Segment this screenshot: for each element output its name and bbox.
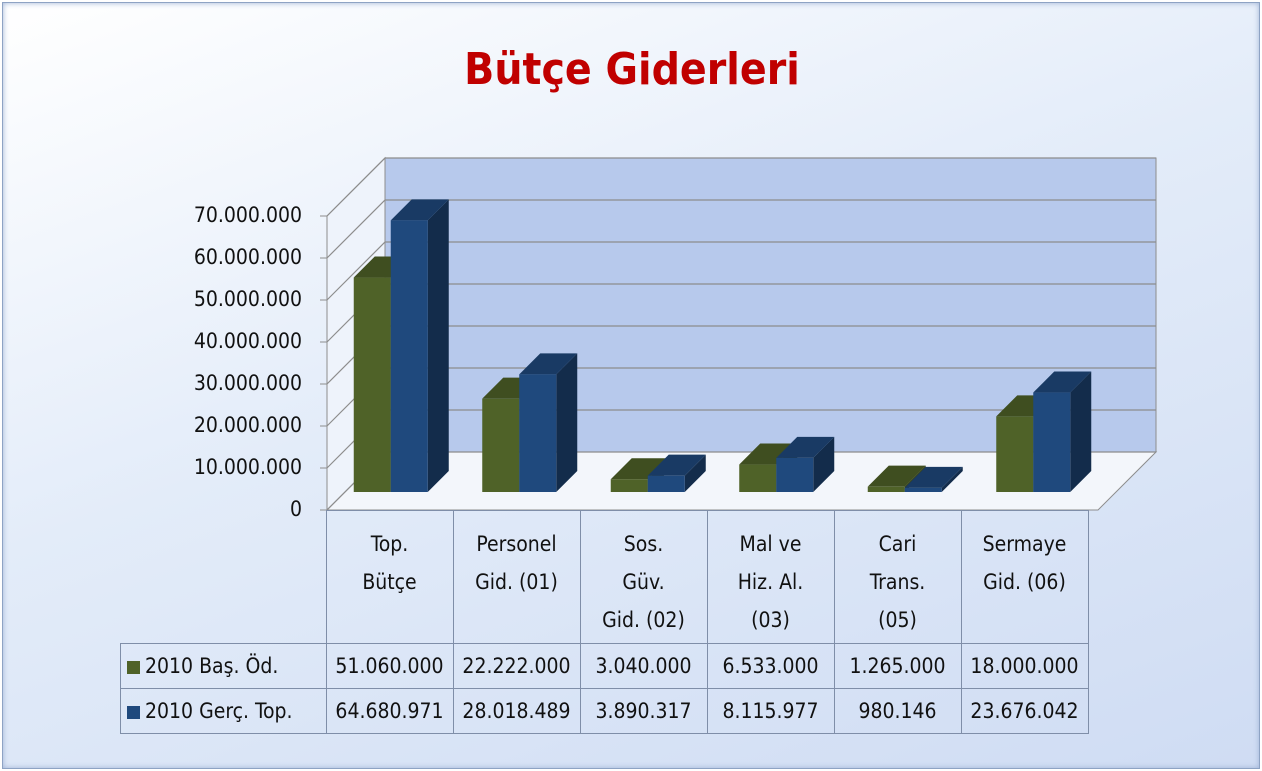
category-label: Personel Gid. (01) bbox=[452, 510, 581, 644]
series-row: 2010 Baş. Öd. 51.060.000 22.222.000 3.040.0… bbox=[120, 643, 1089, 689]
grid-line bbox=[326, 157, 1156, 217]
bar-group bbox=[1033, 371, 1092, 492]
value-label: 6.533.000 bbox=[706, 643, 835, 689]
bar-top bbox=[867, 465, 926, 487]
bar bbox=[904, 487, 942, 492]
bar-side bbox=[556, 353, 578, 492]
y-tick-label: 20.000.000 bbox=[194, 413, 302, 437]
legend-cell: 2010 Baş. Öd. bbox=[120, 643, 327, 689]
data-table: Top. Bütçe Personel Gid. (01) Sos. Güv. Gi… bbox=[120, 510, 1089, 734]
value-label: 64.680.971 bbox=[325, 688, 454, 734]
bar bbox=[482, 398, 520, 492]
bar bbox=[610, 479, 648, 492]
legend-label: 2010 Baş. Öd. bbox=[145, 654, 279, 678]
value-label: 18.000.000 bbox=[960, 643, 1089, 689]
y-tick-label: 60.000.000 bbox=[194, 245, 302, 269]
grid-line bbox=[326, 199, 1156, 259]
y-tick-label: 70.000.000 bbox=[194, 203, 302, 227]
bar bbox=[647, 475, 685, 492]
bar-top bbox=[739, 443, 798, 465]
y-tick-label: 10.000.000 bbox=[194, 455, 302, 479]
grid-line bbox=[326, 241, 1156, 301]
corner-cell bbox=[120, 510, 327, 644]
bar bbox=[867, 486, 905, 492]
y-tick-label: 30.000.000 bbox=[194, 371, 302, 395]
value-label: 3.890.317 bbox=[579, 688, 708, 734]
bar-group bbox=[647, 454, 706, 492]
bar bbox=[390, 220, 428, 493]
legend-cell: 2010 Gerç. Top. bbox=[120, 688, 327, 734]
bar-group bbox=[519, 353, 578, 492]
bar-side bbox=[684, 454, 706, 492]
bar bbox=[776, 457, 814, 492]
bar-side bbox=[941, 466, 963, 492]
y-tick-label: 50.000.000 bbox=[194, 287, 302, 311]
category-label: Top. Bütçe bbox=[325, 510, 454, 644]
bar-group bbox=[776, 436, 835, 492]
bar-top bbox=[610, 458, 669, 480]
chart-title: Bütçe Giderleri bbox=[464, 44, 800, 95]
value-label: 23.676.042 bbox=[960, 688, 1089, 734]
bar bbox=[1033, 392, 1071, 492]
value-label: 980.146 bbox=[833, 688, 962, 734]
bar bbox=[739, 464, 777, 492]
category-label: Sos. Güv. Gid. (02) bbox=[579, 510, 708, 644]
bar-side bbox=[427, 199, 449, 493]
legend-swatch bbox=[127, 660, 140, 674]
bar-side bbox=[1070, 371, 1092, 492]
value-label: 22.222.000 bbox=[452, 643, 581, 689]
category-label: Mal ve Hiz. Al. (03) bbox=[706, 510, 835, 644]
bar-top bbox=[776, 436, 835, 458]
value-label: 1.265.000 bbox=[833, 643, 962, 689]
category-label: Sermaye Gid. (06) bbox=[960, 510, 1089, 644]
bar-top bbox=[647, 454, 706, 476]
header-row: Top. Bütçe Personel Gid. (01) Sos. Güv. Gi… bbox=[120, 510, 1089, 644]
bar bbox=[996, 416, 1034, 492]
category-label: Cari Trans. (05) bbox=[833, 510, 962, 644]
bar bbox=[353, 277, 391, 492]
legend-swatch bbox=[127, 705, 140, 719]
value-label: 8.115.977 bbox=[706, 688, 835, 734]
bar-group bbox=[904, 466, 963, 492]
bar-top bbox=[519, 353, 578, 375]
value-label: 28.018.489 bbox=[452, 688, 581, 734]
y-tick-label: 40.000.000 bbox=[194, 329, 302, 353]
value-label: 51.060.000 bbox=[325, 643, 454, 689]
value-label: 3.040.000 bbox=[579, 643, 708, 689]
bar-top bbox=[1033, 371, 1092, 393]
bar bbox=[519, 374, 557, 492]
legend-label: 2010 Gerç. Top. bbox=[145, 699, 293, 723]
bar-side bbox=[813, 436, 835, 492]
bar-group bbox=[390, 199, 449, 493]
bar-top bbox=[904, 466, 963, 488]
series-row: 2010 Gerç. Top. 64.680.971 28.018.489 3.890… bbox=[120, 688, 1089, 734]
bar-top bbox=[390, 199, 449, 221]
